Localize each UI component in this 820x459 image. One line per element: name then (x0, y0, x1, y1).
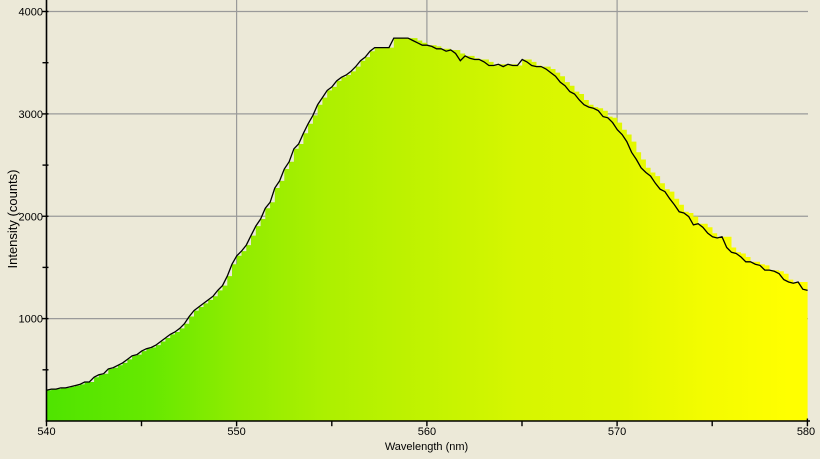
svg-text:580: 580 (797, 426, 815, 438)
svg-text:540: 540 (37, 426, 55, 438)
svg-text:3000: 3000 (19, 109, 43, 121)
svg-text:550: 550 (227, 426, 245, 438)
svg-text:Wavelength (nm): Wavelength (nm) (385, 441, 468, 453)
svg-text:560: 560 (418, 426, 436, 438)
svg-text:2000: 2000 (19, 211, 43, 223)
svg-text:4000: 4000 (19, 7, 43, 19)
svg-text:570: 570 (608, 426, 626, 438)
svg-text:1000: 1000 (19, 314, 43, 326)
svg-text:Intensity (counts): Intensity (counts) (5, 170, 20, 269)
